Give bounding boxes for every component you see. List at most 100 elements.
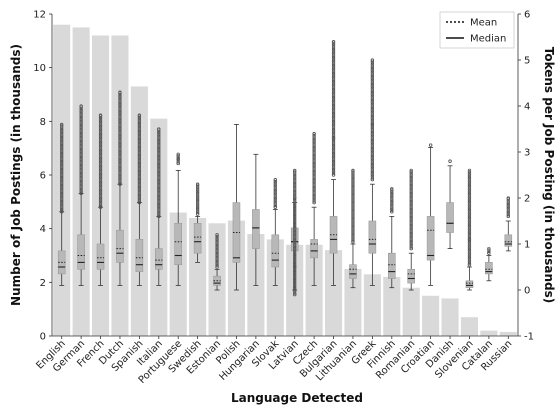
flier-point [79, 180, 83, 184]
flier-point [79, 122, 83, 127]
flier-point [331, 91, 336, 96]
flier-point [157, 155, 161, 159]
boxplot-catalan [485, 246, 493, 282]
flier-point [98, 123, 103, 128]
flier-point [331, 138, 336, 142]
flier-point [506, 201, 510, 206]
flier-point [137, 130, 142, 134]
flier-point [137, 120, 142, 125]
flier-point [506, 205, 510, 209]
legend-mean-label: Mean [470, 18, 497, 29]
flier-point [195, 198, 200, 202]
flier-point [409, 232, 413, 236]
flier-point [390, 206, 394, 211]
flier-point [118, 121, 122, 126]
flier-point [293, 236, 297, 241]
flier-point [467, 187, 472, 192]
flier-point [467, 243, 472, 248]
flier-point [137, 188, 142, 192]
boxplot-french [96, 113, 105, 286]
flier-point [467, 258, 472, 262]
flier-point [409, 174, 413, 179]
flier-point [370, 91, 375, 95]
flier-point [293, 260, 297, 265]
bar-slovak [266, 239, 284, 336]
legend: Mean Median [439, 11, 515, 49]
flier-point [390, 195, 394, 200]
flier-point [118, 134, 122, 138]
flier-point [195, 210, 200, 215]
flier-point [60, 160, 64, 164]
flier-point [157, 171, 161, 175]
flier-point [98, 127, 103, 131]
flier-point [370, 64, 375, 68]
flier-point [137, 165, 142, 170]
bar-lithuanian [344, 268, 362, 336]
flier-point [137, 181, 142, 186]
flier-point [157, 177, 161, 182]
flier-point [118, 100, 122, 105]
flier-point [118, 180, 122, 185]
flier-point [137, 183, 142, 187]
flier-point [370, 134, 375, 139]
flier-point [370, 158, 375, 163]
flier-point [98, 131, 103, 136]
flier-point [98, 128, 103, 133]
flier-point [351, 235, 355, 239]
flier-point [118, 124, 122, 129]
flier-point [293, 206, 297, 210]
flier-point [331, 59, 336, 64]
flier-point [331, 56, 336, 60]
boxplot-finnish [387, 187, 396, 289]
flier-point [351, 230, 355, 234]
flier-point [370, 141, 375, 145]
flier-point [293, 238, 297, 242]
flier-point [157, 189, 161, 193]
iqr-box [387, 252, 396, 279]
flier-point [60, 192, 64, 196]
flier-point [157, 176, 161, 180]
flier-point [98, 186, 103, 190]
flier-point [409, 194, 413, 198]
flier-point [467, 234, 472, 238]
flier-point [79, 172, 83, 176]
flier-point [351, 219, 355, 223]
flier-point [98, 135, 103, 139]
flier-point [157, 187, 161, 191]
flier-point [98, 205, 103, 209]
flier-point [195, 194, 200, 199]
flier-point [312, 199, 316, 203]
flier-point [157, 142, 161, 147]
flier-point [409, 168, 413, 173]
flier-point [157, 141, 161, 145]
flier-point [331, 115, 336, 120]
iqr-box [154, 248, 163, 270]
flier-point [157, 181, 161, 185]
boxplot-slovenian [465, 168, 474, 291]
flier-point [467, 203, 472, 208]
flier-point [409, 214, 413, 219]
flier-point [331, 149, 336, 153]
boxplot-dutch [116, 90, 124, 286]
flier-point [409, 182, 413, 187]
flier-point [409, 206, 413, 211]
flier-point [137, 124, 142, 128]
flier-point [60, 134, 64, 139]
flier-point [506, 209, 510, 214]
flier-point [60, 141, 64, 145]
flier-point [409, 189, 413, 193]
flier-point [293, 185, 297, 190]
flier-point [331, 70, 336, 75]
flier-point [79, 113, 83, 117]
flier-point [293, 212, 297, 217]
flier-point [331, 157, 336, 161]
flier-point [351, 195, 355, 199]
flier-point [409, 203, 413, 208]
flier-point [312, 156, 316, 160]
bar-catalan [480, 330, 498, 336]
flier-point [215, 254, 219, 258]
flier-point [60, 181, 64, 185]
flier-point [157, 168, 161, 172]
flier-point [118, 171, 122, 175]
flier-point [60, 150, 64, 155]
